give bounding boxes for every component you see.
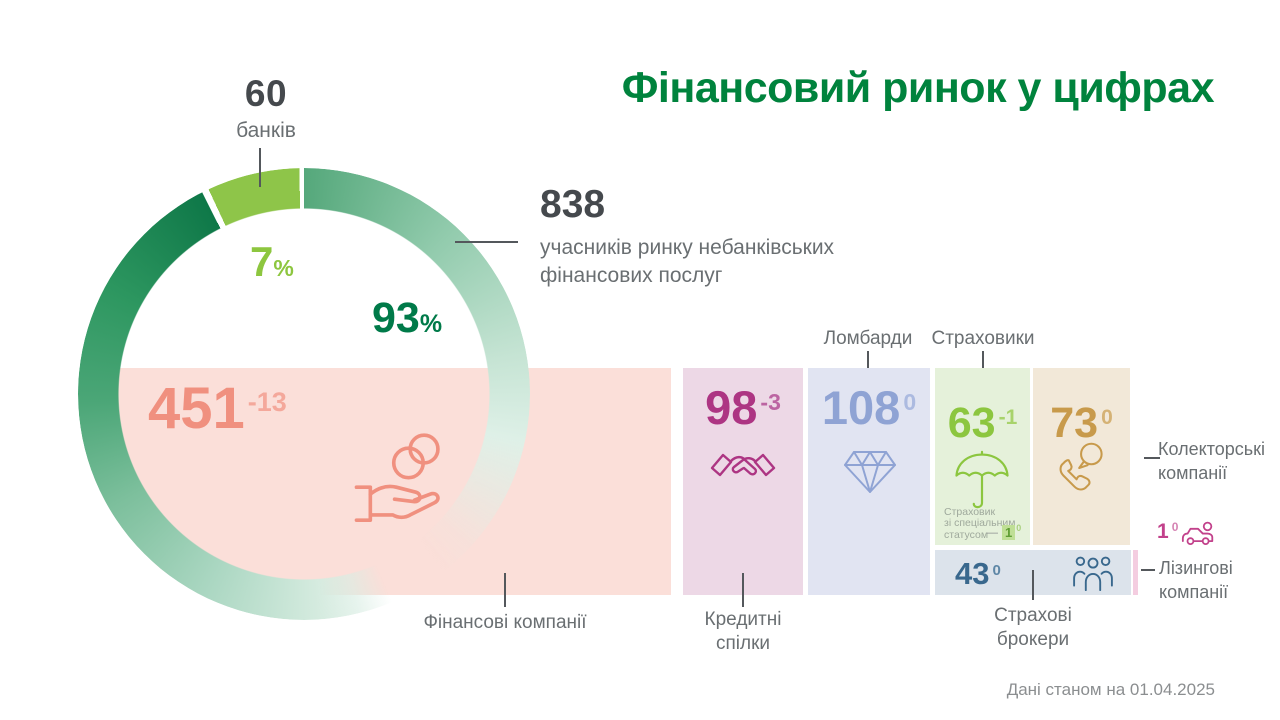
special-status-note: Страховик зі спеціальним статусом [944, 505, 1030, 542]
participants-desc-line1: учасників ринку небанківських [540, 236, 835, 259]
collectors-delta: 0 [1101, 405, 1113, 429]
pawn-label: Ломбарди [823, 328, 913, 349]
participants-description: учасників ринку небанківських фінансових… [540, 234, 834, 290]
collectors-pointer-line [1144, 457, 1160, 459]
percent-sign: % [419, 310, 443, 338]
data-as-of-date: Дані станом на 01.04.2025 [1006, 680, 1215, 699]
participants-count: 838 [540, 183, 606, 226]
banks-label: банків [236, 119, 296, 142]
collectors-label: Колекторські компанії [1158, 439, 1266, 483]
pawn-delta: 0 [903, 388, 917, 415]
participants-pointer-line [455, 241, 518, 243]
credit-tick-line [742, 573, 744, 607]
people-group-icon [1072, 555, 1114, 591]
brokers-tick-line [1032, 570, 1034, 600]
insurers-block: 63 -1 Страховик зі спеціальним статусом —… [935, 368, 1030, 545]
insurers-label: Страховики [931, 328, 1035, 349]
nonbank-share-percent: 93% [372, 294, 442, 343]
participants-headline: 838 учасників ринку небанківських фінанс… [540, 184, 834, 290]
insurers-delta: -1 [998, 405, 1018, 429]
leasing-value: 1 [1157, 520, 1169, 543]
finance-tick-line [504, 573, 506, 607]
collectors-count: 73 0 [1033, 402, 1130, 445]
banks-headline: 60 банків [196, 74, 336, 144]
page-title: Фінансовий ринок у цифрах [621, 64, 1215, 112]
pawnshops-block: 108 0 [808, 368, 930, 595]
special-status-line1: Страховик [944, 505, 996, 518]
phone-chat-icon [1054, 440, 1110, 496]
percent-sign: % [273, 255, 294, 281]
leasing-label: Лізингові компанії [1159, 558, 1233, 602]
nonbank-share-value: 93 [372, 294, 420, 342]
banks-count: 60 [244, 73, 288, 114]
credit-unions-block: 98 -3 [683, 368, 803, 595]
participants-desc-line2: фінансових послуг [540, 264, 723, 287]
special-status-delta: 0 [1016, 522, 1022, 533]
collectors-value: 73 [1050, 399, 1099, 447]
insurers-tick-line [982, 351, 984, 368]
credit-delta: -3 [760, 388, 781, 415]
donut-chart [78, 168, 530, 620]
brokers-count: 43 0 [955, 558, 1001, 589]
credit-count: 98 -3 [683, 384, 803, 431]
special-status-count: 1 [1002, 525, 1016, 540]
special-status-line3: статусом [944, 528, 989, 541]
collectors-block: 73 0 [1033, 368, 1130, 545]
finance-label: Фінансові компанії [423, 612, 587, 633]
banks-share-percent: 7% [250, 238, 294, 286]
pawn-count: 108 0 [808, 384, 930, 431]
banks-tick-line [259, 148, 261, 187]
leasing-delta: 0 [1171, 519, 1179, 534]
pawn-tick-line [867, 351, 869, 368]
diamond-icon [843, 450, 897, 494]
brokers-delta: 0 [992, 561, 1001, 579]
credit-label: Кредитні спілки [704, 609, 782, 654]
pawn-value: 108 [821, 381, 901, 434]
car-icon [1180, 521, 1218, 548]
umbrella-icon [952, 450, 1012, 512]
insurers-count: 63 -1 [935, 402, 1030, 445]
leasing-companies-block [1133, 550, 1138, 595]
leasing-pointer-line [1141, 569, 1155, 571]
brokers-value: 43 [955, 556, 990, 591]
special-status-line2: зі спеціальним [944, 517, 1016, 529]
insurers-value: 63 [947, 399, 996, 447]
brokers-label: Страхові брокери [994, 605, 1072, 650]
handshake-icon [709, 446, 777, 492]
banks-share-value: 7 [250, 238, 274, 285]
credit-value: 98 [705, 381, 758, 434]
special-status-value-row: — 1 0 [987, 522, 1022, 540]
special-status-dash: — [987, 526, 998, 539]
